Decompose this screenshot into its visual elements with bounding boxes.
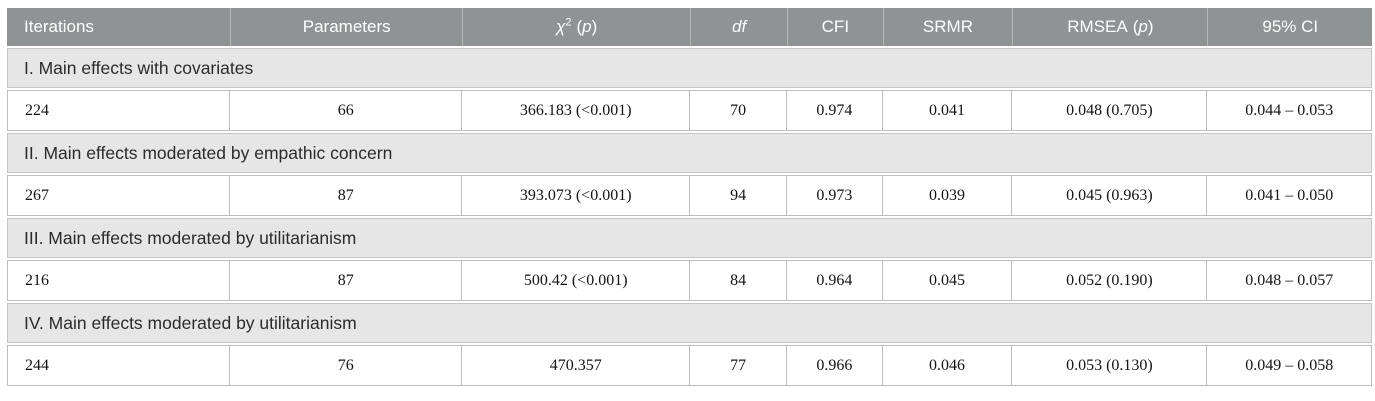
chi-paren-open: ( xyxy=(576,17,583,36)
cell-df: 70 xyxy=(690,90,788,131)
data-row-1: 224 66 366.183 (<0.001) 70 0.974 0.041 0… xyxy=(7,90,1372,131)
cell-rmsea: 0.052 (0.190) xyxy=(1012,260,1208,301)
section-row-2: II. Main effects moderated by empathic c… xyxy=(7,133,1372,173)
chi-p-symbol: p xyxy=(582,17,592,36)
cell-df: 94 xyxy=(690,175,788,216)
data-row-2: 267 87 393.073 (<0.001) 94 0.973 0.039 0… xyxy=(7,175,1372,216)
cell-iterations: 216 xyxy=(7,260,231,301)
cell-iterations: 267 xyxy=(7,175,231,216)
cell-parameters: 87 xyxy=(230,175,463,216)
rmsea-paren-open: ( xyxy=(1132,17,1139,36)
cell-df: 84 xyxy=(690,260,788,301)
cell-rmsea: 0.053 (0.130) xyxy=(1012,345,1208,386)
cell-df: 77 xyxy=(690,345,788,386)
cell-rmsea: 0.048 (0.705) xyxy=(1012,90,1208,131)
cell-parameters: 66 xyxy=(230,90,463,131)
section-title: II. Main effects moderated by empathic c… xyxy=(7,133,1372,173)
chi-symbol: χ xyxy=(556,17,566,36)
col-header-srmr: SRMR xyxy=(882,8,1013,46)
cell-cfi: 0.964 xyxy=(787,260,883,301)
cell-chi2: 366.183 (<0.001) xyxy=(462,90,691,131)
section-title: III. Main effects moderated by utilitari… xyxy=(7,218,1372,258)
cell-95ci: 0.048 – 0.057 xyxy=(1207,260,1372,301)
data-row-3: 216 87 500.42 (<0.001) 84 0.964 0.045 0.… xyxy=(7,260,1372,301)
cell-iterations: 224 xyxy=(7,90,231,131)
chi-paren-close: ) xyxy=(591,17,598,36)
cell-chi2: 393.073 (<0.001) xyxy=(462,175,691,216)
col-header-rmsea: RMSEA (p) xyxy=(1012,8,1208,46)
section-row-1: I. Main effects with covariates xyxy=(7,48,1372,88)
table-header-row: Iterations Parameters χ2 (p) df CFI SRMR … xyxy=(7,8,1372,46)
col-header-95ci: 95% CI xyxy=(1207,8,1372,46)
cell-95ci: 0.041 – 0.050 xyxy=(1207,175,1372,216)
section-row-4: IV. Main effects moderated by utilitaria… xyxy=(7,303,1372,343)
model-fit-table: Iterations Parameters χ2 (p) df CFI SRMR … xyxy=(7,6,1372,388)
cell-parameters: 76 xyxy=(230,345,463,386)
col-header-cfi: CFI xyxy=(787,8,883,46)
chi-exponent: 2 xyxy=(565,16,572,29)
cell-parameters: 87 xyxy=(230,260,463,301)
cell-srmr: 0.045 xyxy=(882,260,1013,301)
cell-srmr: 0.041 xyxy=(882,90,1013,131)
cell-95ci: 0.049 – 0.058 xyxy=(1207,345,1372,386)
data-row-4: 244 76 470.357 77 0.966 0.046 0.053 (0.1… xyxy=(7,345,1372,386)
cell-chi2: 500.42 (<0.001) xyxy=(462,260,691,301)
cell-rmsea: 0.045 (0.963) xyxy=(1012,175,1208,216)
cell-95ci: 0.044 – 0.053 xyxy=(1207,90,1372,131)
section-title: I. Main effects with covariates xyxy=(7,48,1372,88)
cell-cfi: 0.966 xyxy=(787,345,883,386)
rmsea-label: RMSEA xyxy=(1067,17,1128,36)
cell-srmr: 0.046 xyxy=(882,345,1013,386)
cell-iterations: 244 xyxy=(7,345,231,386)
col-header-chi2: χ2 (p) xyxy=(462,8,691,46)
rmsea-paren-close: ) xyxy=(1147,17,1154,36)
cell-srmr: 0.039 xyxy=(882,175,1013,216)
col-header-iterations: Iterations xyxy=(7,8,231,46)
col-header-parameters: Parameters xyxy=(230,8,463,46)
col-header-df: df xyxy=(690,8,788,46)
cell-cfi: 0.974 xyxy=(787,90,883,131)
rmsea-p-symbol: p xyxy=(1138,17,1148,36)
cell-cfi: 0.973 xyxy=(787,175,883,216)
section-row-3: III. Main effects moderated by utilitari… xyxy=(7,218,1372,258)
cell-chi2: 470.357 xyxy=(462,345,691,386)
section-title: IV. Main effects moderated by utilitaria… xyxy=(7,303,1372,343)
